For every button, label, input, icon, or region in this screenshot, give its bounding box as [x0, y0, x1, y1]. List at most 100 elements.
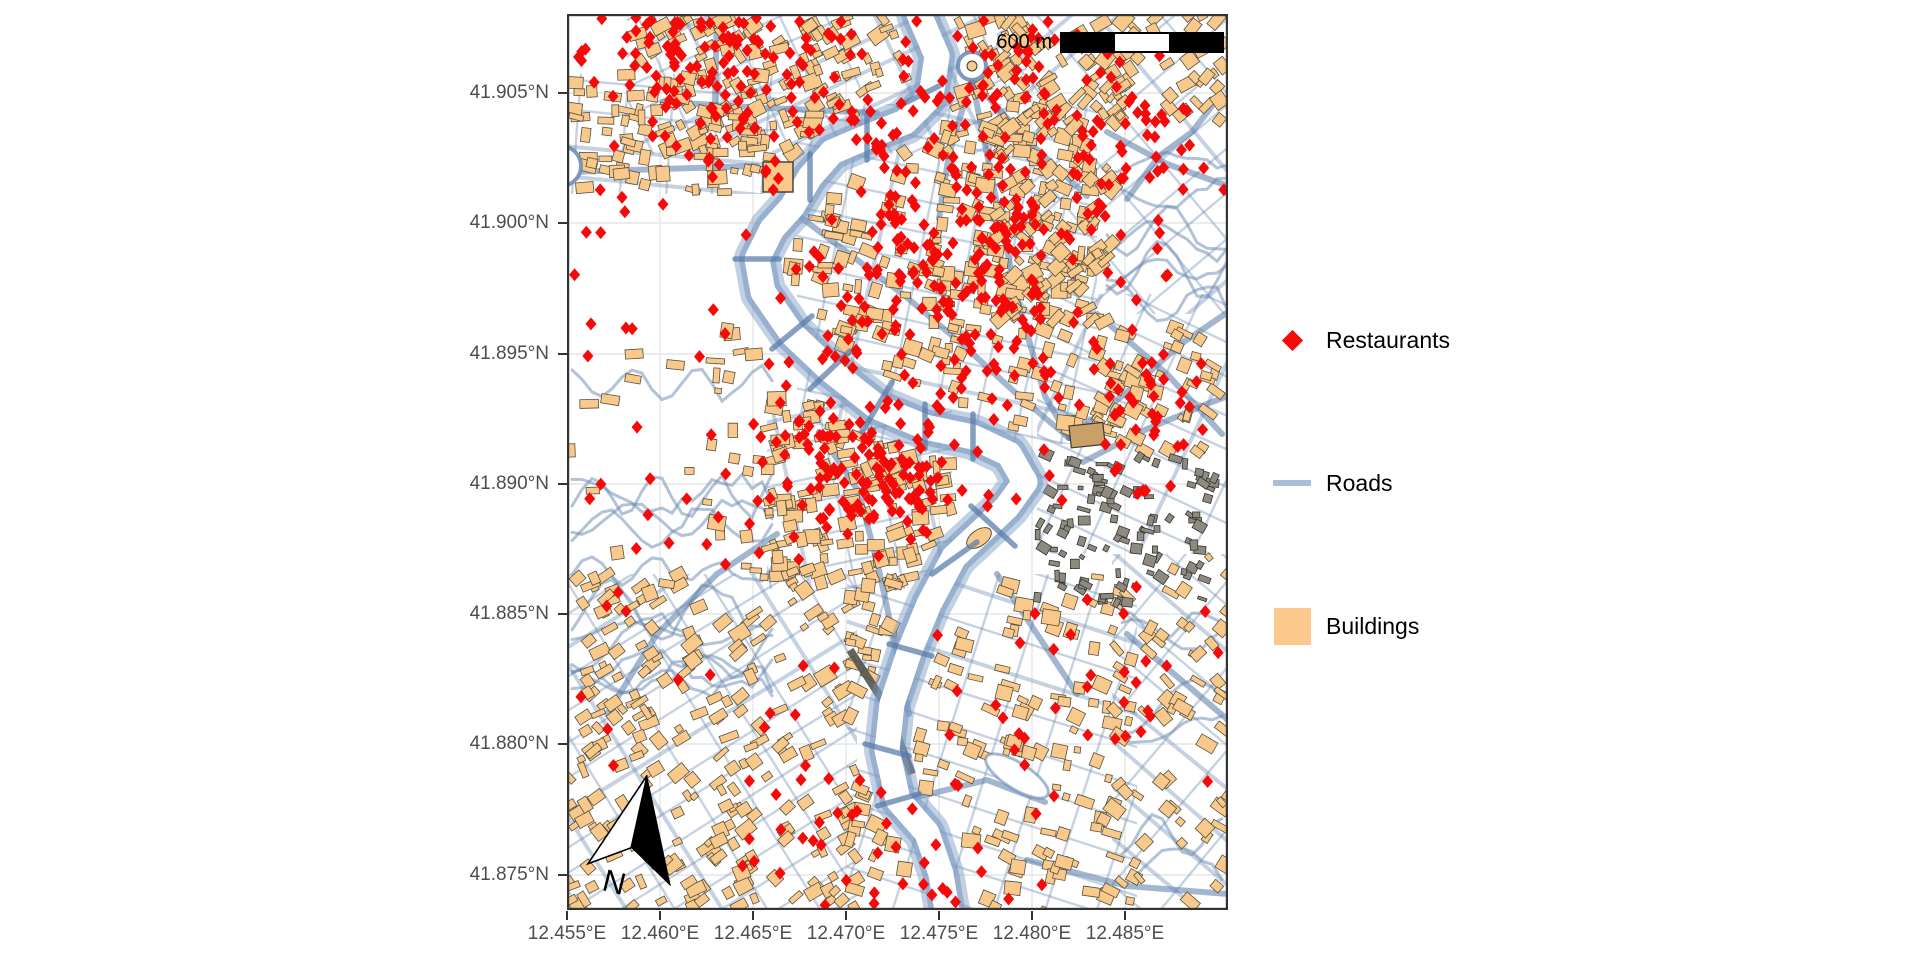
restaurant-point [764, 706, 776, 720]
restaurant-point [1038, 106, 1050, 120]
building [976, 110, 993, 121]
building [611, 149, 626, 164]
restaurant-point [772, 171, 784, 185]
restaurant-point [737, 859, 749, 873]
restaurant-point [783, 355, 795, 369]
restaurant-point [759, 47, 771, 61]
restaurant-point [1130, 293, 1142, 307]
ruin-building [1133, 450, 1146, 464]
building [1107, 624, 1119, 636]
restaurant-point [990, 363, 1002, 377]
building [854, 544, 869, 555]
building [712, 367, 721, 384]
building [821, 282, 840, 298]
bridge [862, 741, 912, 759]
restaurant-point [826, 212, 838, 226]
building [848, 763, 861, 777]
ruin-building [1095, 462, 1109, 467]
restaurant-point [854, 773, 866, 787]
restaurant-point [719, 557, 731, 571]
restaurant-point [1088, 362, 1100, 376]
building [1049, 379, 1063, 394]
restaurant-point [748, 417, 760, 431]
restaurant-point [1120, 161, 1132, 175]
restaurant-point [926, 888, 938, 902]
restaurant-point [1010, 192, 1022, 206]
restaurant-point [793, 552, 805, 566]
building [1129, 49, 1146, 66]
park-road [570, 507, 774, 549]
restaurant-point [922, 425, 934, 439]
restaurant-point [1027, 23, 1039, 37]
building [1154, 627, 1170, 643]
restaurant-point [781, 476, 793, 490]
restaurant-point [737, 111, 749, 125]
restaurant-point [889, 216, 901, 230]
restaurant-point [794, 15, 806, 29]
restaurant-point [956, 483, 968, 497]
restaurant-point [893, 438, 905, 452]
building [920, 539, 938, 552]
restaurant-point [861, 476, 873, 490]
building [847, 847, 864, 865]
building [720, 694, 734, 709]
building [773, 652, 787, 664]
building [1012, 414, 1029, 428]
restaurant-point [1177, 182, 1189, 196]
scale-bar-segment [1061, 33, 1115, 52]
restaurant-point [665, 47, 677, 61]
ruin-building [1109, 514, 1119, 524]
restaurant-point [1150, 150, 1162, 164]
building [693, 892, 711, 909]
restaurant-point [620, 604, 632, 618]
building [859, 460, 875, 479]
ruin-building [1129, 542, 1143, 555]
building [782, 518, 799, 533]
building [837, 789, 854, 806]
building [805, 110, 825, 119]
building [620, 719, 637, 736]
building [1057, 695, 1072, 708]
building [683, 770, 702, 789]
restaurant-point [1140, 113, 1152, 127]
restaurant-point [1039, 368, 1051, 382]
restaurant-point [840, 873, 852, 887]
building [1175, 836, 1189, 850]
scale-bar-label: 600 m [996, 31, 1052, 53]
building [947, 322, 960, 333]
restaurant-point [918, 877, 930, 891]
restaurant-point [1132, 487, 1144, 501]
restaurant-point [681, 88, 693, 102]
building [609, 544, 625, 561]
ruin-building [1077, 485, 1084, 491]
building [567, 75, 584, 90]
park-road [1105, 205, 1228, 258]
restaurant-point [1148, 389, 1160, 403]
restaurant-point [891, 126, 903, 140]
building [769, 120, 778, 131]
building [1169, 328, 1185, 342]
restaurant-point [1130, 423, 1142, 437]
restaurant-point [975, 291, 987, 305]
building [673, 723, 685, 735]
ruin-building [1119, 484, 1134, 499]
panel-border [567, 14, 1228, 910]
restaurant-point [1025, 324, 1037, 338]
restaurant-point [890, 486, 902, 500]
building [628, 688, 641, 702]
ruin-building [1078, 553, 1086, 561]
ruin-building [1056, 581, 1068, 592]
ruin-building [1191, 518, 1209, 535]
restaurant-point [839, 354, 851, 368]
restaurant-point [1035, 301, 1047, 315]
building [1215, 796, 1228, 809]
ruin-building [1194, 559, 1205, 571]
restaurant-point [906, 193, 918, 207]
restaurant-point [909, 176, 921, 190]
x-tick-label: 12.460°E [620, 923, 700, 944]
restaurant-point [822, 329, 834, 343]
restaurant-point [1115, 275, 1127, 289]
building [707, 122, 723, 134]
restaurant-point [1118, 665, 1130, 679]
building [1076, 245, 1086, 262]
